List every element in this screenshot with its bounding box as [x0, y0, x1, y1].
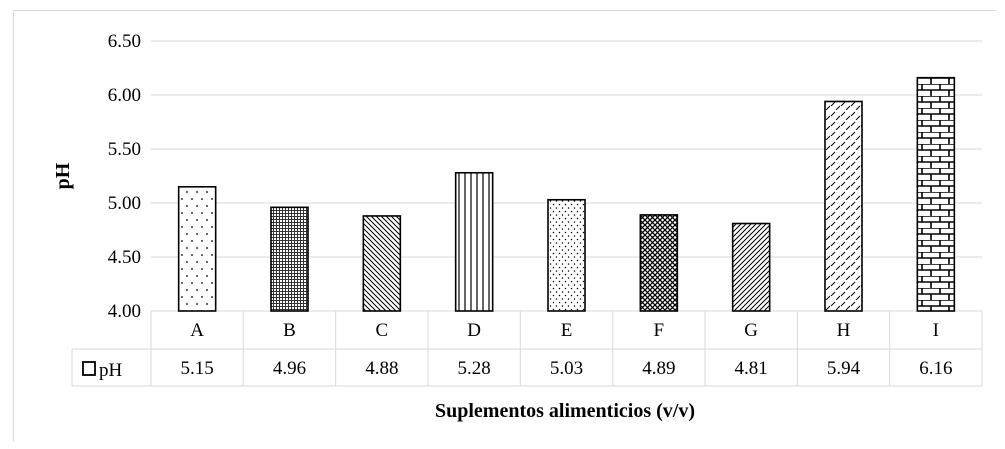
bar-C: [362, 215, 402, 312]
data-value-label: 4.89: [642, 358, 675, 379]
bar-I: [916, 76, 956, 312]
bar-G: [731, 222, 771, 312]
legend-swatch: [82, 361, 96, 376]
category-label: G: [744, 320, 758, 341]
bar-B: [270, 206, 309, 312]
category-label: I: [933, 320, 939, 341]
category-label: B: [283, 320, 296, 341]
category-label: A: [190, 320, 204, 341]
data-value-label: 6.16: [919, 358, 952, 379]
category-label: F: [654, 320, 665, 341]
y-tick-label: 5.00: [108, 193, 141, 214]
data-value-label: 5.94: [827, 358, 861, 379]
category-label: E: [561, 320, 573, 341]
legend-label: pH: [99, 360, 123, 381]
data-value-label: 4.88: [365, 358, 398, 379]
chart-frame: [13, 10, 996, 441]
y-axis-title: pH: [52, 162, 74, 189]
y-tick-label: 5.50: [108, 139, 141, 160]
y-tick-label: 4.50: [108, 247, 141, 268]
y-tick-label: 6.50: [108, 31, 141, 52]
category-label: C: [375, 320, 388, 341]
bar-A: [177, 186, 217, 312]
data-value-label: 5.28: [458, 358, 491, 379]
category-label: D: [467, 320, 481, 341]
data-value-label: 5.03: [550, 358, 583, 379]
bar-F: [639, 214, 679, 312]
bars: [177, 76, 956, 312]
bar-D: [454, 171, 494, 312]
data-value-label: 4.96: [273, 358, 306, 379]
x-axis-title: Suplementos alimenticios (v/v): [435, 400, 695, 422]
data-value-label: 5.15: [181, 358, 214, 379]
bar-E: [547, 198, 586, 312]
legend-key: pH: [82, 360, 123, 381]
bar-H: [824, 100, 863, 312]
y-tick-label: 6.00: [108, 85, 141, 106]
y-axis-ticks: 4.00 4.50 5.00 5.50 6.00 6.50: [108, 31, 141, 322]
data-table: A 5.15 B 4.96 C 4.88 D 5.28 E 5.03 F 4.89 G 4.81 H 5.94…: [71, 310, 983, 387]
y-tick-label: 4.00: [108, 301, 141, 322]
category-label: H: [837, 320, 851, 341]
data-value-label: 4.81: [735, 358, 768, 379]
